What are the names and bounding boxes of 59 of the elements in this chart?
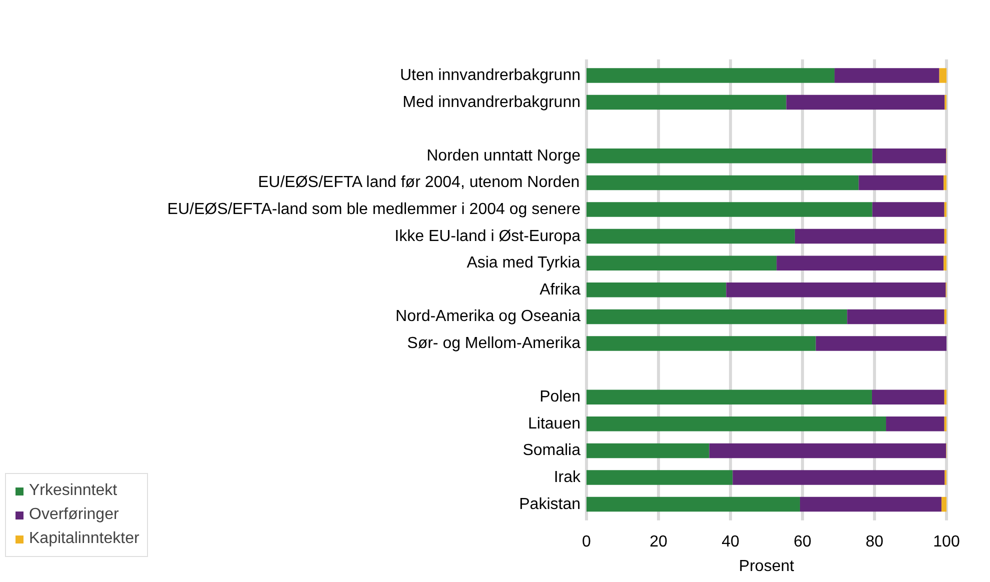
bar [939,68,946,83]
y-tick-label: EU/EØS/EFTA land før 2004, utenom Norden [258,174,580,192]
x-tick-label: 60 [794,534,812,550]
y-tick-label: Litauen [528,415,581,432]
x-tick-label: 80 [866,534,884,550]
x-tick-label: 20 [650,534,668,550]
bar [586,256,777,270]
bar [858,175,944,190]
bar [944,175,946,190]
y-tick-label: Uten innvandrerbakgrunn [400,67,580,84]
y-tick-label: Polen [540,388,580,406]
bar [847,309,944,324]
bar [586,443,710,458]
bar [941,496,946,512]
y-tick-label: EU/EØS/EFTA-land som ble medlemmer i 2004 og senere [167,201,581,218]
legend-label: Yrkesinntekt [29,482,118,500]
bar [732,470,945,485]
y-tick-label: Asia med Tyrkia [466,254,580,272]
bar [872,390,944,404]
bar [872,148,946,164]
y-tick-label: Pakistan [519,496,581,513]
bar [816,336,946,351]
bar [872,202,944,217]
bar [586,336,816,351]
y-tick-label: Ikke EU-land i Øst-Europa [394,228,581,245]
x-axis-title: Prosent [738,558,795,575]
bar [786,94,945,110]
bar [834,68,940,83]
bar [586,470,733,485]
x-tick-label: 0 [582,534,592,550]
bar [586,68,835,83]
bar [944,256,946,270]
x-tick-label: 40 [722,534,740,550]
y-tick-label: Nord-Amerika og Oseania [396,308,581,326]
bar [586,94,786,110]
x-tick-label: 100 [933,534,960,550]
legend-label: Kapitalinntekter [29,530,140,548]
bar [586,175,859,190]
y-tick-label: Afrika [540,281,581,298]
legend-label: Overføringer [29,506,119,524]
bar [726,282,946,298]
bar [586,496,800,512]
bar [586,282,726,298]
bar [886,416,944,432]
y-tick-label: Norden unntatt Norge [426,147,581,164]
bar [800,496,942,512]
bar [586,416,886,432]
bar [776,256,944,270]
bar [709,443,946,458]
y-tick-label: Sør- og Mellom-Amerika [407,335,581,352]
bar [586,148,872,164]
y-tick-label: Med innvandrerbakgrunn [402,94,580,111]
bar [586,309,848,324]
bar [586,202,872,217]
bar [586,228,795,244]
bar [586,390,872,404]
y-tick-label: Somalia [522,442,581,460]
y-tick-label: Irak [554,469,582,486]
bar [794,228,944,244]
